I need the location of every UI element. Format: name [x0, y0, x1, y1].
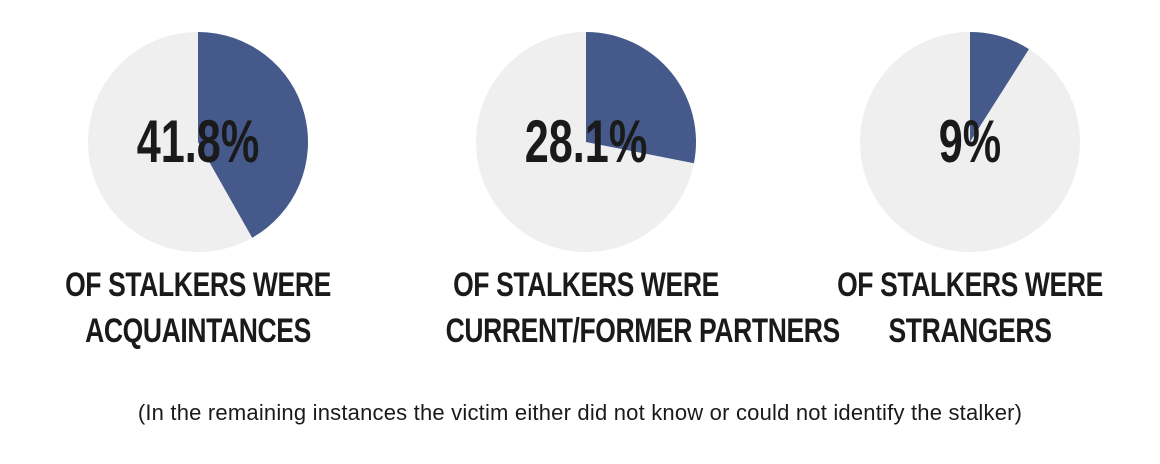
pie-chart-strangers: 9% [860, 32, 1080, 252]
caption-strangers: OF STALKERS WERE STRANGERS [830, 262, 1111, 354]
caption-line-2: ACQUAINTANCES [85, 312, 311, 350]
caption-line-1: OF STALKERS WERE [453, 266, 719, 304]
pie-slice-highlight [198, 32, 308, 238]
caption-acquaintances: OF STALKERS WERE ACQUAINTANCES [58, 262, 339, 354]
pie-value-label: 28.1% [525, 109, 647, 176]
pie-chart-partners: 28.1% [476, 32, 696, 252]
pie-slice-highlight [970, 32, 1029, 142]
caption-line-2: CURRENT/FORMER PARTNERS [445, 312, 841, 350]
pie-panel-partners: 28.1% OF STALKERS WERE CURRENT/FORMER PA… [406, 0, 841, 380]
caption-partners: OF STALKERS WERE CURRENT/FORMER PARTNERS [445, 262, 841, 354]
pie-slice-highlight [586, 32, 696, 164]
pie-chart-acquaintances: 41.8% [88, 32, 308, 252]
pie-panel-acquaintances: 41.8% OF STALKERS WERE ACQUAINTANCES [18, 0, 378, 380]
pie-value-label: 9% [939, 109, 1001, 176]
caption-line-1: OF STALKERS WERE [837, 266, 1103, 304]
caption-line-2: STRANGERS [888, 312, 1052, 350]
pie-value-label: 41.8% [137, 109, 259, 176]
footnote: (In the remaining instances the victim e… [137, 400, 1023, 425]
caption-line-1: OF STALKERS WERE [65, 266, 331, 304]
pie-panel-strangers: 9% OF STALKERS WERE STRANGERS [790, 0, 1150, 380]
